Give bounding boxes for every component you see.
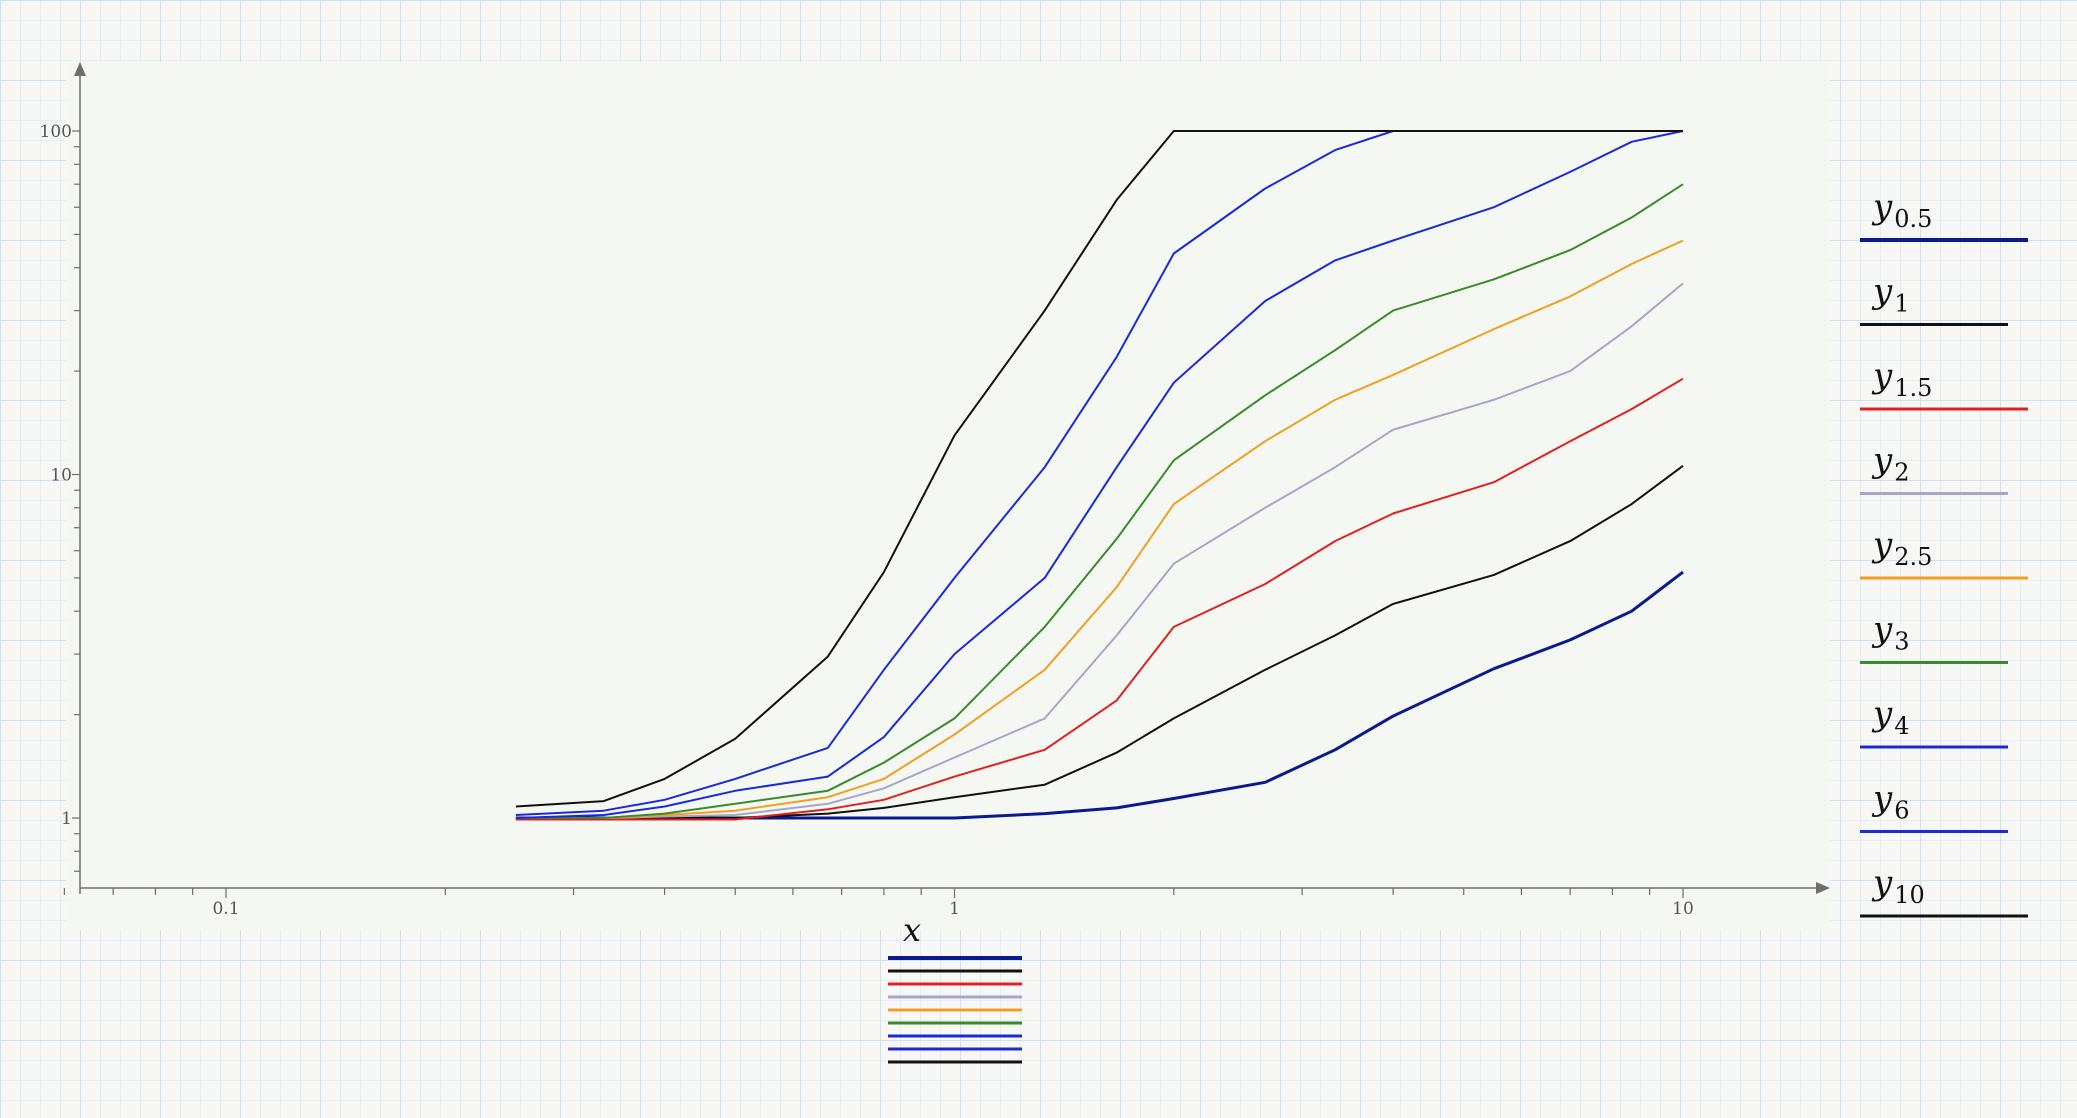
y-axis-arrow-icon (74, 62, 86, 76)
axes: 0.1 1 10 1 10 100 (40, 62, 1830, 919)
legend-label: y3 (1871, 610, 1910, 656)
legend-subscript: 6 (1894, 797, 1909, 825)
x-tick-label: 1 (949, 899, 960, 919)
legend-subscript: 1 (1894, 290, 1909, 318)
series-line-4 (515, 239, 1684, 819)
y-tick-label: 100 (40, 122, 72, 142)
series-line-1 (515, 464, 1684, 819)
legend-subscript: 2 (1894, 459, 1909, 487)
legend-label: y4 (1871, 694, 1910, 740)
legend-label: y0.5 (1871, 187, 1932, 233)
series-line-3 (515, 282, 1684, 819)
legend-label: y6 (1871, 779, 1910, 825)
series-line-0 (515, 570, 1684, 820)
legend-subscript: 10 (1894, 881, 1925, 909)
legend-subscript: 2.5 (1894, 543, 1932, 571)
x-tick-label: 0.1 (212, 899, 239, 919)
x-axis-trace-list: x (888, 911, 1022, 1064)
legend-label: y1.5 (1871, 356, 1932, 402)
plot-area (66, 62, 1830, 930)
legend-subscript: 3 (1894, 628, 1909, 656)
legend-label: y2 (1871, 441, 1910, 487)
legend-label: y1 (1871, 272, 1910, 318)
series-line-6 (515, 130, 1684, 819)
series-line-2 (515, 377, 1684, 821)
series-line-5 (515, 183, 1684, 819)
x-tick-label: 10 (1672, 899, 1694, 919)
y-tick-label: 1 (61, 809, 72, 829)
legend-subscript: 4 (1894, 712, 1909, 740)
legend-label: y10 (1871, 863, 1925, 909)
legend-label: y2.5 (1871, 525, 1932, 571)
y-tick-label: 10 (50, 466, 72, 486)
series-line-8 (515, 130, 1683, 808)
x-axis-label: x (903, 911, 921, 949)
legend-subscript: 1.5 (1894, 374, 1932, 402)
x-axis-arrow-icon (1816, 882, 1830, 894)
series-lines (515, 130, 1684, 821)
legend: y0.5 y1 y1.5 y2 y2.5 y3 y4 y6 y10 (1860, 187, 2028, 918)
legend-subscript: 0.5 (1894, 205, 1932, 233)
